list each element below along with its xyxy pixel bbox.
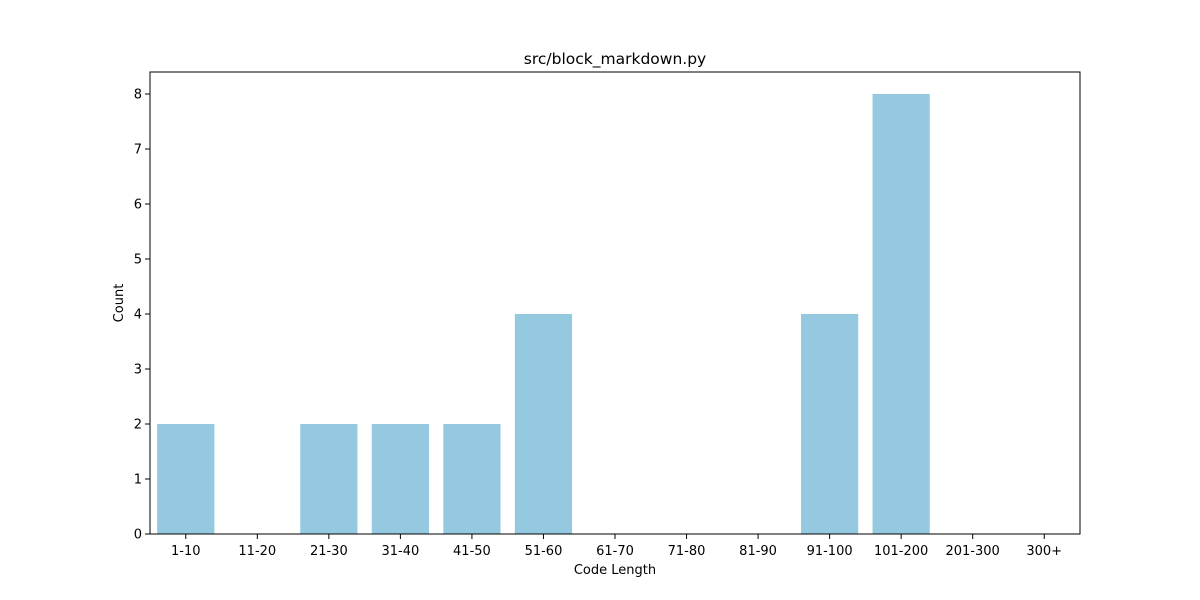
x-tick-label: 300+	[1026, 544, 1062, 559]
y-axis-label: Count	[112, 284, 127, 323]
x-tick-label: 1-10	[171, 544, 201, 559]
y-tick-label: 0	[134, 528, 142, 543]
bar-21-30	[300, 424, 358, 534]
x-tick-label: 71-80	[668, 544, 706, 559]
bar-91-100	[801, 314, 859, 534]
x-tick-label: 11-20	[238, 544, 276, 559]
y-tick-label: 1	[134, 473, 142, 488]
y-tick-label: 5	[134, 253, 142, 268]
x-tick-label: 61-70	[596, 544, 634, 559]
y-tick-label: 8	[134, 88, 142, 103]
y-tick-label: 4	[134, 308, 142, 323]
x-tick-label: 41-50	[453, 544, 491, 559]
bar-101-200	[872, 94, 930, 534]
x-tick-label: 31-40	[381, 544, 419, 559]
y-tick-label: 7	[134, 143, 142, 158]
bar-41-50	[443, 424, 501, 534]
y-tick-label: 2	[134, 418, 142, 433]
bars	[157, 94, 930, 534]
bar-1-10	[157, 424, 215, 534]
x-tick-label: 81-90	[739, 544, 777, 559]
y-tick-label: 6	[134, 198, 142, 213]
y-tick-label: 3	[134, 363, 142, 378]
x-tick-label: 91-100	[807, 544, 853, 559]
x-tick-label: 101-200	[874, 544, 928, 559]
bar-51-60	[514, 314, 573, 534]
x-axis-label: Code Length	[574, 563, 656, 578]
plot-area-frame	[149, 71, 1081, 535]
chart-title: src/block_markdown.py	[524, 50, 706, 69]
bar-31-40	[371, 424, 429, 534]
y-axis-ticks: 0 1 2 3 4 5 6 7 8	[134, 88, 150, 543]
x-axis-ticks: 1-10 11-20 21-30 31-40 41-50 51-60 61-70 71-80 8…	[171, 534, 1062, 559]
x-tick-label: 51-60	[525, 544, 563, 559]
x-tick-label: 201-300	[946, 544, 1000, 559]
x-tick-label: 21-30	[310, 544, 348, 559]
